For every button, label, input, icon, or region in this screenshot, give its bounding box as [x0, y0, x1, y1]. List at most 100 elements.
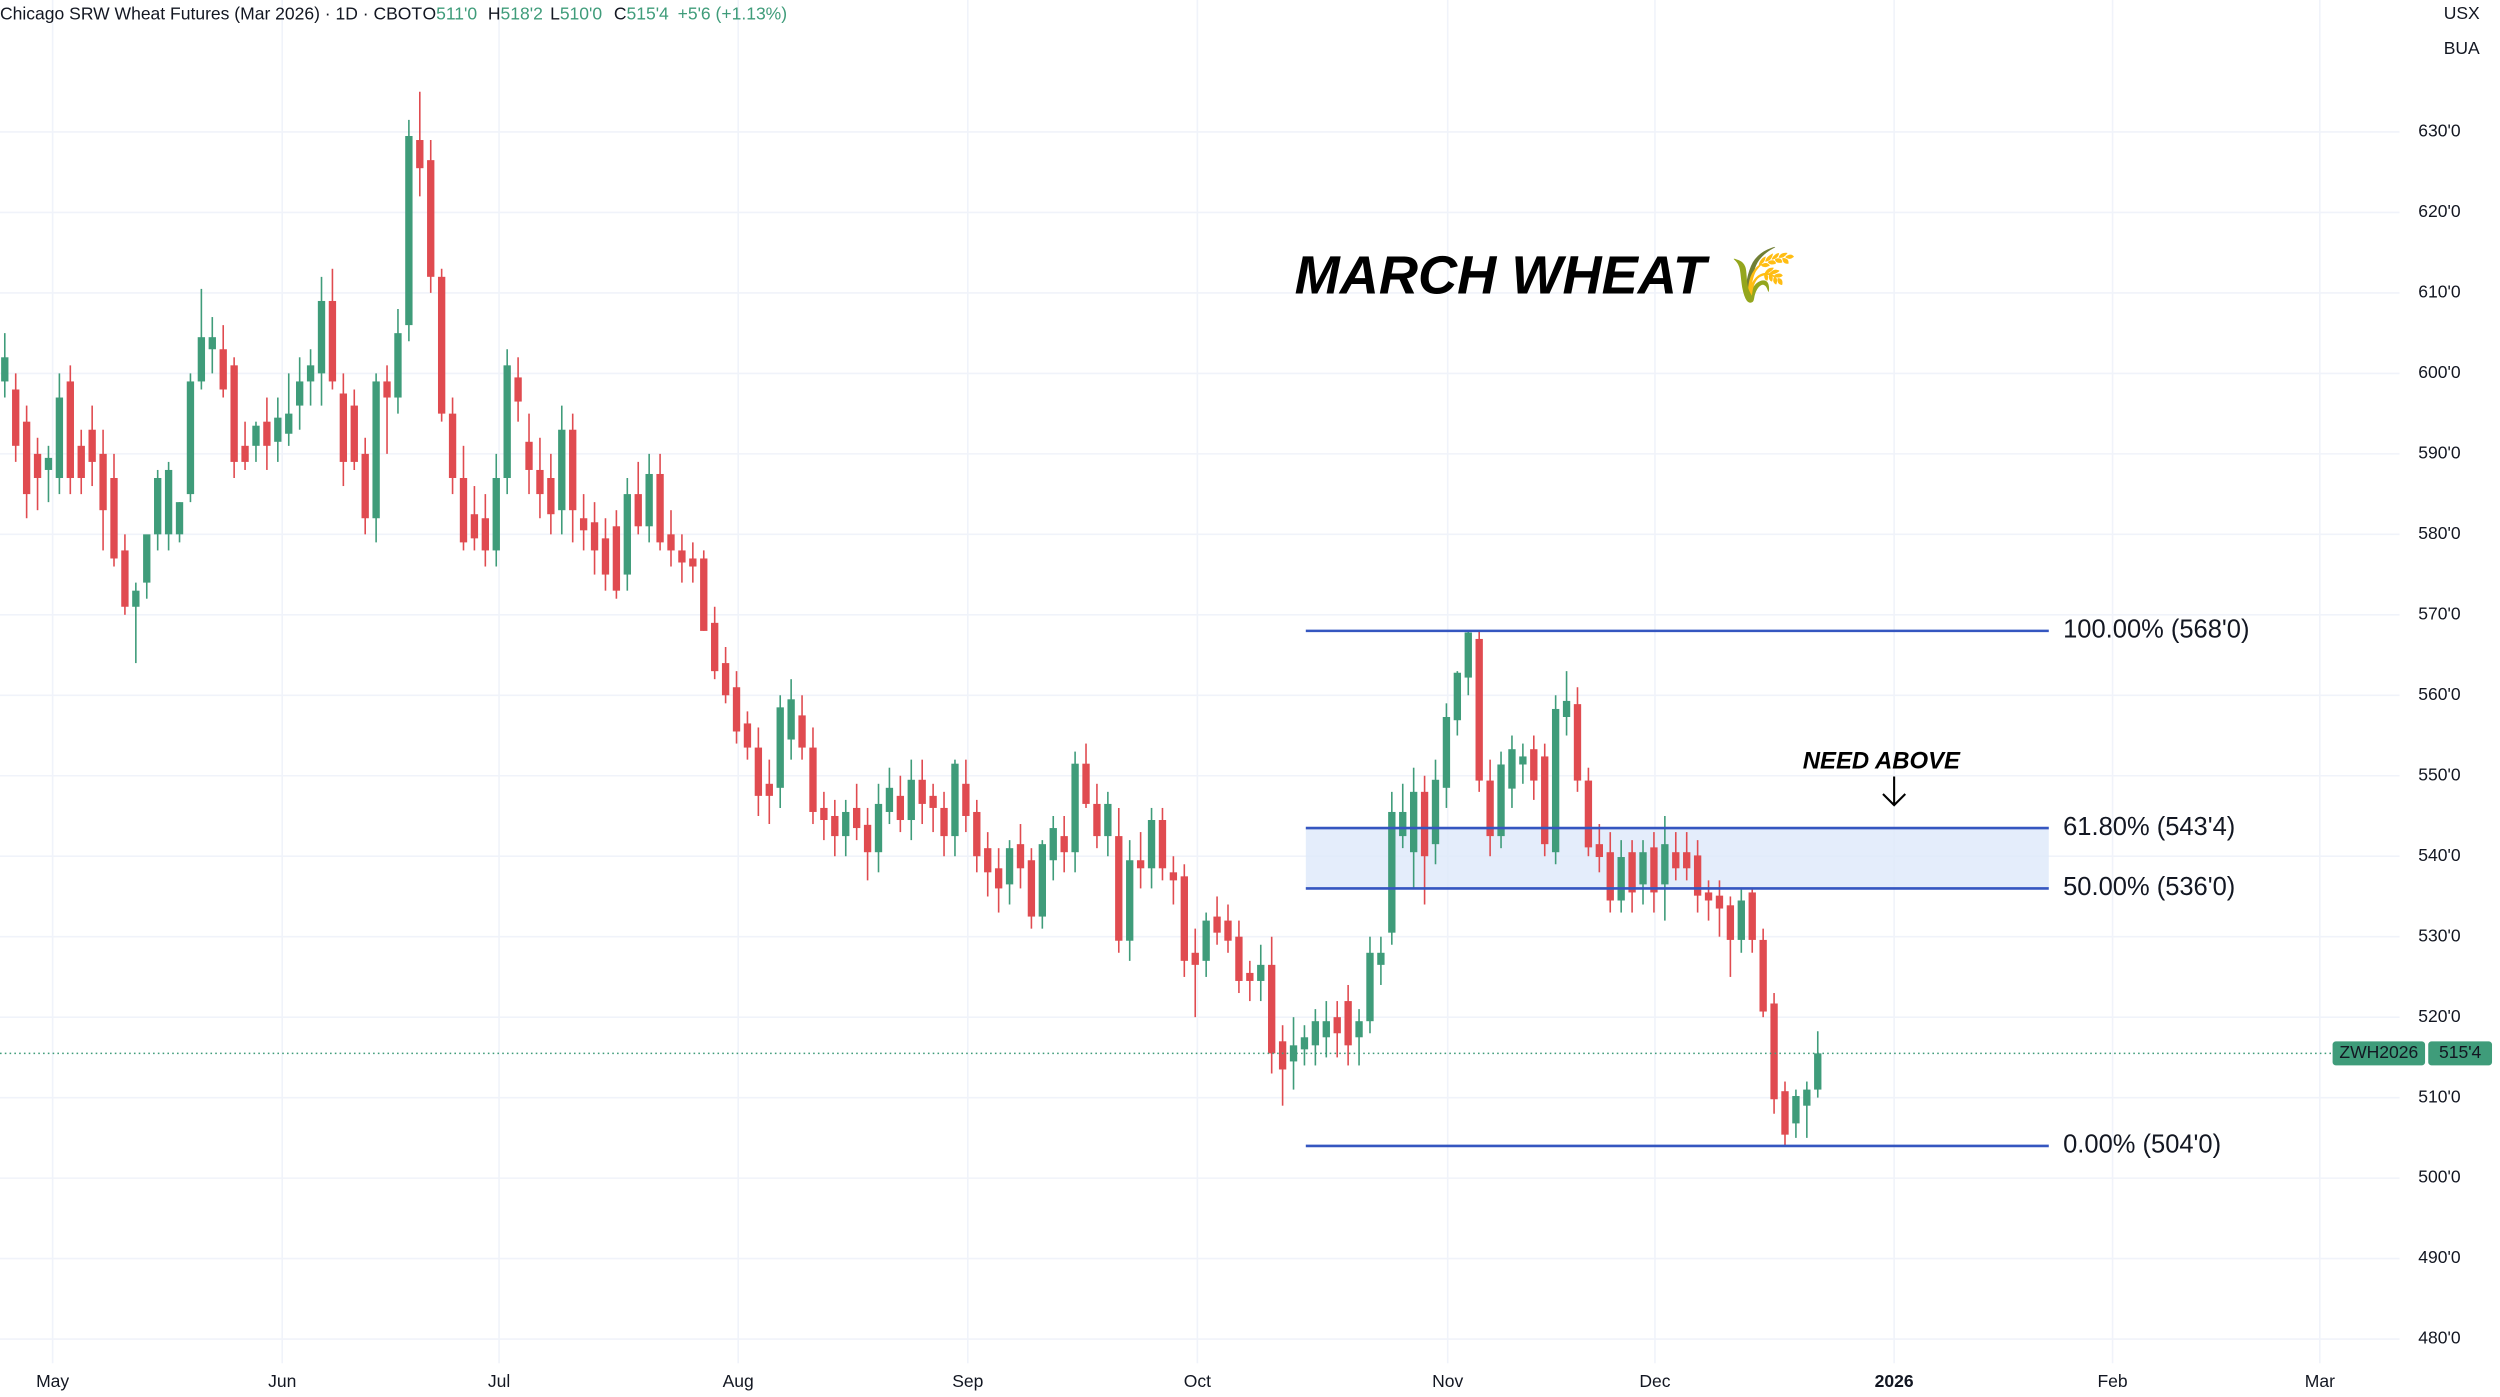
candle-body	[503, 365, 511, 479]
candle-body	[951, 763, 959, 837]
candle-body	[1803, 1089, 1811, 1106]
candle-body	[809, 747, 817, 812]
candle-body	[1333, 1017, 1341, 1034]
ohlc-value: 518'2	[501, 3, 543, 23]
candle-body	[1388, 811, 1396, 933]
x-tick-label: Nov	[1432, 1371, 1463, 1391]
candle-body	[1169, 872, 1178, 881]
annotation: NEED ABOVE	[1803, 747, 1961, 774]
candle-body	[1573, 704, 1582, 781]
candle-body	[470, 514, 479, 539]
x-tick-label: Sep	[952, 1371, 983, 1391]
candle-body	[1038, 844, 1046, 917]
y-tick-label: 630'0	[2418, 121, 2461, 141]
x-tick-label: Aug	[723, 1371, 754, 1391]
candle-body	[361, 453, 369, 519]
candle-body	[1016, 844, 1025, 869]
candle-body	[1661, 844, 1669, 885]
grid	[0, 0, 2400, 1364]
x-tick-label: 2026	[1875, 1371, 1914, 1391]
candle-body	[197, 337, 206, 382]
candle-body	[1672, 852, 1680, 869]
candle-body	[1595, 844, 1603, 858]
candle-body	[1355, 1021, 1363, 1038]
ohlc-value: 510'0	[560, 3, 603, 23]
candle-body	[1814, 1053, 1822, 1090]
x-tick-label: Mar	[2305, 1371, 2335, 1391]
candle-body	[339, 393, 348, 462]
candle-body	[852, 807, 861, 829]
candle-body	[1442, 717, 1451, 788]
candle-body	[317, 300, 326, 374]
candle-body	[481, 518, 490, 551]
candle-body	[416, 140, 424, 169]
candle-body	[1475, 638, 1483, 781]
candle-body	[1748, 892, 1756, 940]
y-tick-label: 550'0	[2418, 764, 2461, 784]
candle-body	[1311, 1021, 1320, 1046]
candle-body	[22, 421, 31, 495]
candle-body	[437, 276, 446, 414]
fib-label: 61.80% (543'4)	[2063, 813, 2235, 841]
candle-body	[743, 723, 752, 748]
candle-body	[1737, 900, 1745, 940]
fib-label: 0.00% (504'0)	[2063, 1131, 2221, 1159]
candle-body	[263, 421, 271, 446]
ohlc-key: C	[614, 3, 627, 23]
candle-body	[1759, 939, 1767, 1012]
x-tick-label: Feb	[2097, 1371, 2127, 1391]
candle-body	[1562, 700, 1571, 718]
candle-body	[143, 534, 151, 583]
candle-body	[164, 469, 173, 535]
candle-body	[1617, 857, 1625, 901]
candle-body	[12, 389, 20, 446]
candle-body	[1409, 791, 1418, 853]
candle-body	[55, 397, 64, 479]
candle-body	[1420, 791, 1429, 857]
candle-body	[1213, 916, 1221, 933]
ohlc-key: L	[550, 3, 560, 23]
candle-body	[579, 518, 588, 531]
candle-body	[776, 707, 784, 788]
candle-body	[973, 811, 981, 857]
candle-body	[372, 381, 380, 519]
symbol-tag	[2332, 1041, 2426, 1066]
candle-body	[1093, 803, 1101, 837]
candle-body	[678, 550, 686, 563]
candle-body	[874, 803, 883, 853]
candle-body	[1704, 892, 1713, 901]
candle-body	[1278, 1041, 1287, 1070]
candle-body	[1049, 828, 1057, 861]
candle-body	[765, 783, 773, 796]
candle-body	[787, 699, 795, 740]
candle-body	[1235, 936, 1243, 981]
candle-body	[88, 429, 96, 462]
annotation-arrow	[1882, 776, 1907, 807]
candle-body	[44, 457, 53, 470]
candle-body	[285, 413, 293, 434]
candle-body	[1027, 860, 1036, 917]
candle-body	[328, 300, 337, 382]
candle-body	[885, 787, 894, 812]
fib-label: 50.00% (536'0)	[2063, 873, 2235, 901]
candle-body	[459, 478, 468, 543]
candle-body	[1628, 852, 1636, 893]
ohlc-value: 515'4	[626, 3, 669, 23]
candle-body	[1584, 780, 1593, 848]
candle-body	[1268, 964, 1276, 1054]
x-tick-label: May	[36, 1371, 69, 1391]
candle-body	[448, 413, 457, 479]
candle-body	[1246, 972, 1254, 981]
candle-body	[208, 337, 216, 350]
candle-body	[1344, 1001, 1352, 1046]
candle-body	[1693, 855, 1702, 896]
header: Chicago SRW Wheat Futures (Mar 2026) · 1…	[0, 3, 787, 23]
y-tick-label: 520'0	[2418, 1006, 2461, 1026]
price-tag	[2428, 1041, 2493, 1066]
candle-body	[1431, 779, 1440, 845]
candle-body	[1289, 1045, 1298, 1062]
y-tick-label: 480'0	[2418, 1328, 2461, 1348]
